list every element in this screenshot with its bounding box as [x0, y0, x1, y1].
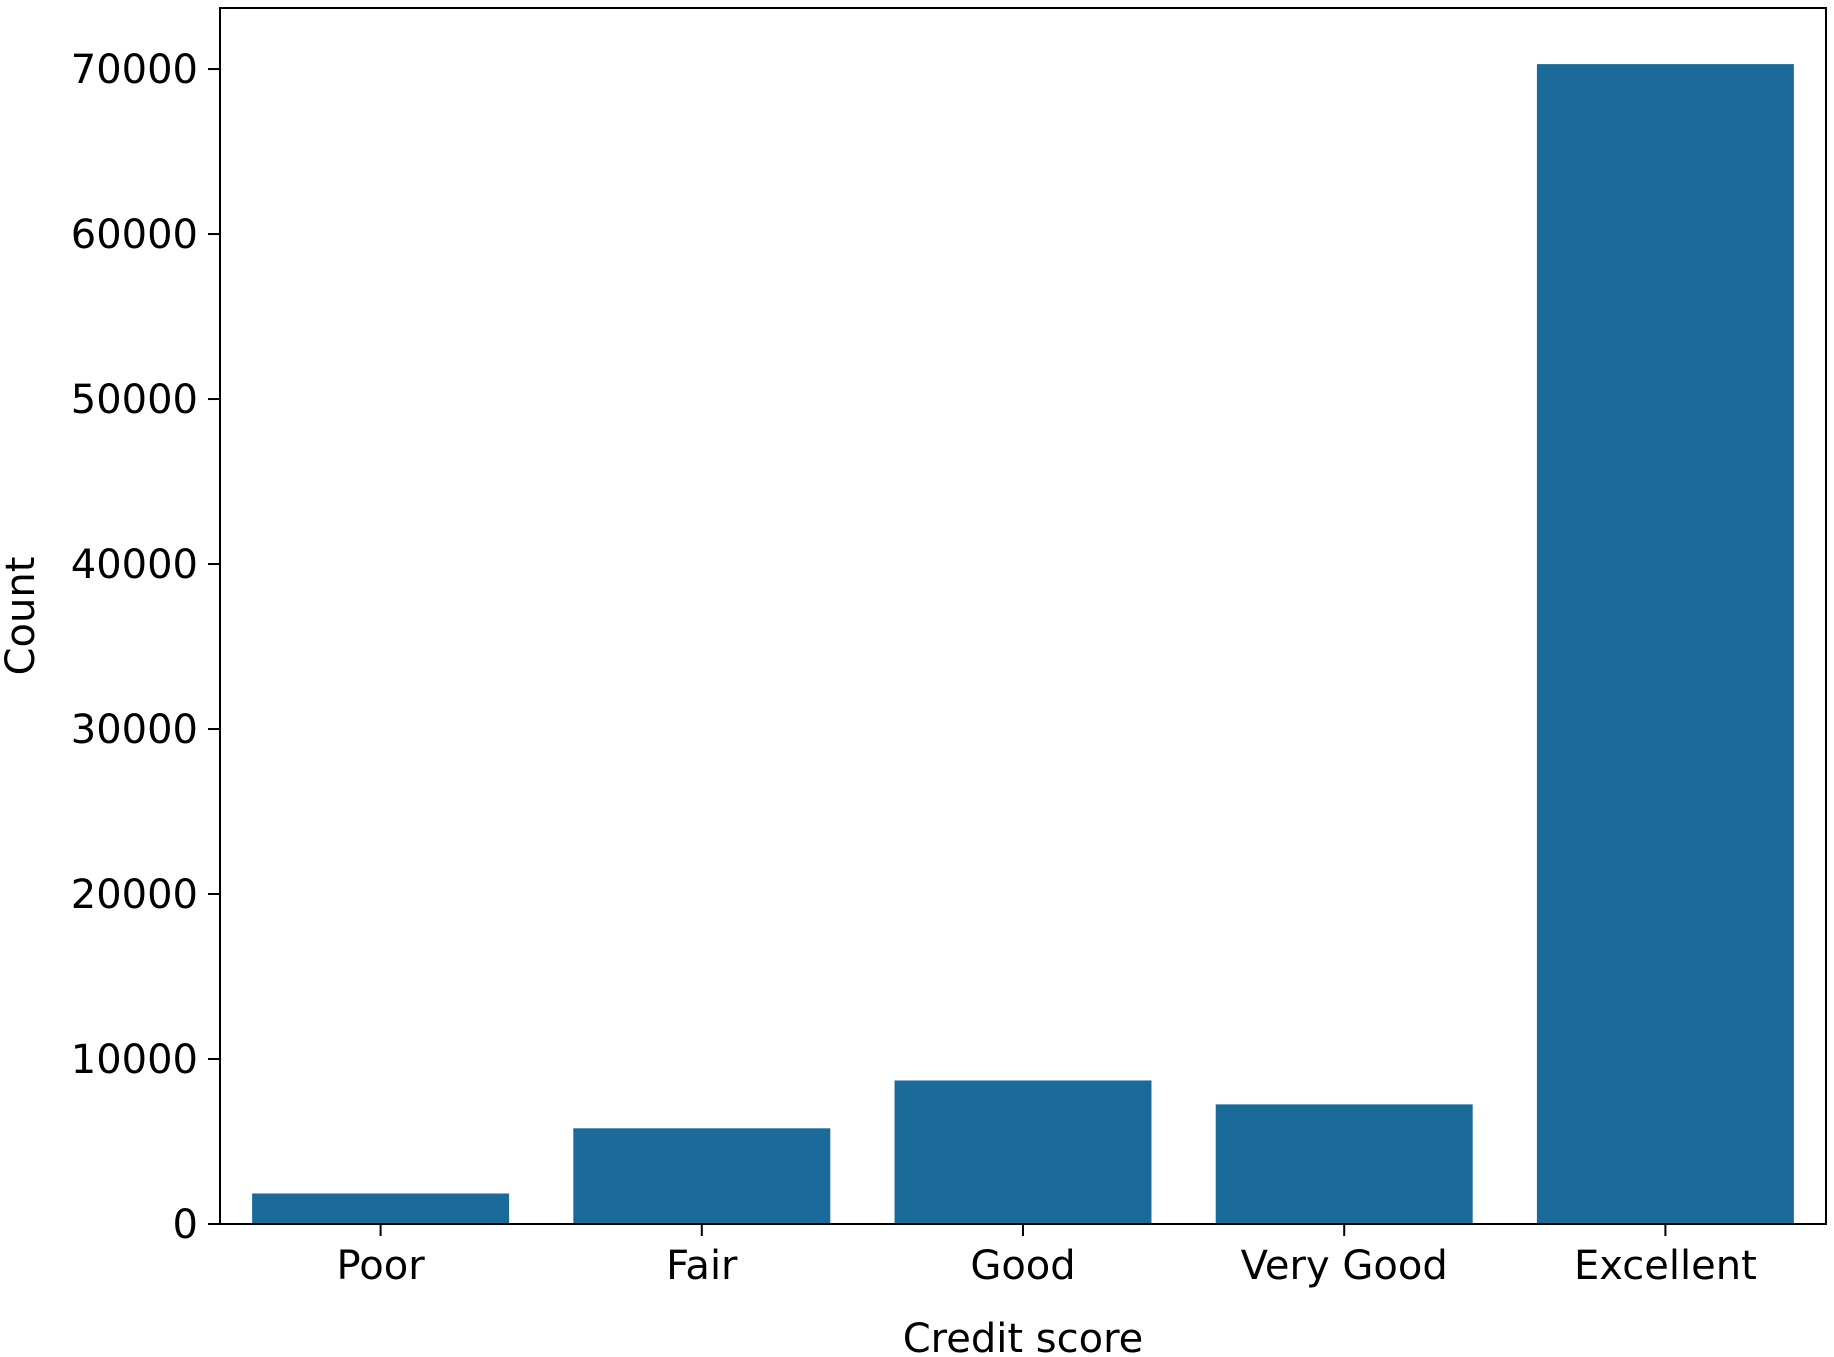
bar-excellent — [1536, 64, 1794, 1225]
y-axis-label: Count — [0, 557, 44, 676]
y-tick-label: 40000 — [71, 542, 198, 588]
x-axis-label: Credit score — [903, 1316, 1144, 1357]
bar-fair — [573, 1128, 831, 1224]
bar-very-good — [1215, 1104, 1473, 1224]
x-tick-label: Fair — [666, 1243, 738, 1289]
bars — [252, 64, 1794, 1225]
y-tick-label: 70000 — [71, 47, 198, 93]
x-tick-label: Very Good — [1241, 1243, 1448, 1289]
x-tick-label: Excellent — [1574, 1243, 1757, 1289]
y-tick-label: 0 — [173, 1202, 198, 1248]
y-axis: 0 10000 20000 30000 40000 50000 60000 70000 — [71, 47, 220, 1248]
y-tick-label: 20000 — [71, 872, 198, 918]
x-tick-label: Poor — [337, 1243, 426, 1289]
bar-good — [894, 1080, 1152, 1224]
y-tick-label: 50000 — [71, 377, 198, 423]
x-tick-label: Good — [970, 1243, 1075, 1289]
y-tick-label: 30000 — [71, 707, 198, 753]
y-tick-label: 60000 — [71, 212, 198, 258]
y-tick-label: 10000 — [71, 1037, 198, 1083]
x-axis: Poor Fair Good Very Good Excellent — [337, 1224, 1757, 1289]
bar-poor — [252, 1193, 510, 1224]
